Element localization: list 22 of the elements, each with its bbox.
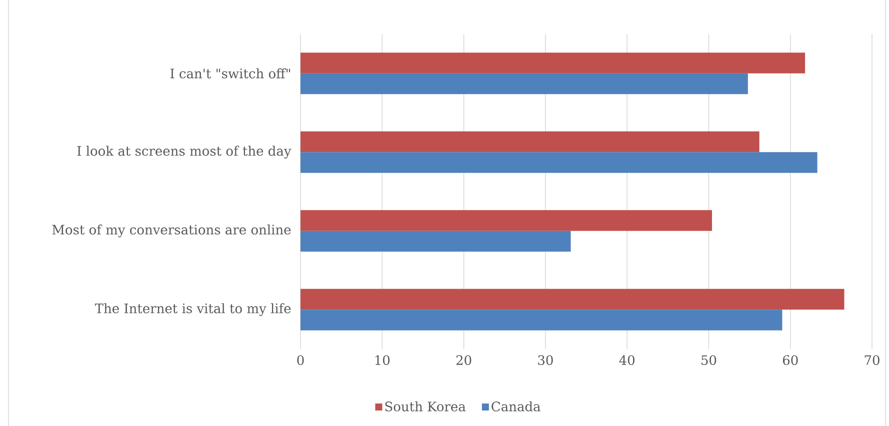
x-tick-label: 40 — [619, 355, 634, 366]
legend-label: South Korea — [385, 401, 466, 412]
bar — [300, 310, 782, 330]
bar — [300, 52, 806, 74]
y-tick-label: I look at screens most of the day — [77, 146, 292, 159]
x-tick-label: 50 — [702, 355, 716, 366]
x-tick-label: 70 — [864, 355, 880, 366]
x-tick-label: 60 — [782, 355, 798, 366]
bar — [300, 230, 571, 252]
bar — [300, 131, 760, 152]
x-tick-label: 30 — [538, 355, 553, 366]
bar — [300, 210, 712, 231]
x-tick-label: 0 — [297, 355, 304, 366]
bar — [300, 288, 844, 310]
y-tick-label: I can't "switch off" — [170, 68, 290, 78]
x-tick-label: 10 — [375, 355, 390, 366]
bar — [300, 73, 748, 94]
y-tick-label: Most of my conversations are online — [52, 224, 291, 238]
legend-label: Canada — [492, 401, 540, 412]
x-tick-label: 20 — [456, 355, 472, 366]
y-tick-label: The Internet is vital to my life — [94, 303, 291, 316]
bar — [300, 152, 818, 173]
